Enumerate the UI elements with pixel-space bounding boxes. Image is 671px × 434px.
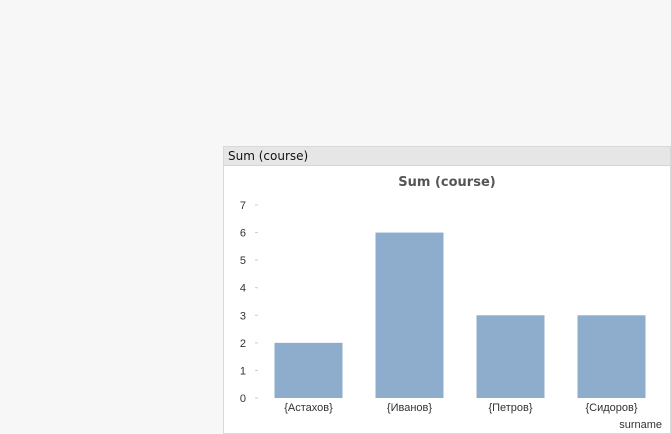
y-axis: 0 1 2 3 4 5 6 7 bbox=[240, 200, 258, 405]
y-tick-label: 5 bbox=[240, 255, 246, 267]
y-tick-label: 1 bbox=[240, 365, 246, 377]
y-tick-label: 3 bbox=[240, 310, 246, 322]
x-category-label: {Астахов} bbox=[284, 402, 333, 414]
x-category-label: {Сидоров} bbox=[585, 402, 637, 414]
bar-series bbox=[274, 232, 646, 398]
y-tick-label: 4 bbox=[240, 283, 246, 295]
y-tick-label: 6 bbox=[240, 228, 246, 240]
x-category-label: {Петров} bbox=[488, 402, 532, 414]
bar[interactable] bbox=[577, 315, 646, 398]
x-axis: {Астахов} {Иванов} {Петров} {Сидоров} bbox=[284, 402, 638, 414]
bar[interactable] bbox=[476, 315, 545, 398]
chart-caption-bar[interactable]: Sum (course) bbox=[224, 147, 670, 166]
y-tick-label: 0 bbox=[240, 393, 246, 405]
bar[interactable] bbox=[375, 232, 444, 398]
chart-caption: Sum (course) bbox=[228, 149, 309, 163]
y-tick-label: 7 bbox=[240, 200, 246, 212]
x-category-label: {Иванов} bbox=[387, 402, 432, 414]
chart-object[interactable]: Sum (course) Sum (course) 0 1 2 3 4 5 6 7 {Аста… bbox=[223, 146, 671, 434]
y-tick-label: 2 bbox=[240, 338, 246, 350]
chart-title: Sum (course) bbox=[398, 175, 495, 190]
bar[interactable] bbox=[274, 342, 343, 398]
x-axis-title: surname bbox=[619, 419, 662, 431]
